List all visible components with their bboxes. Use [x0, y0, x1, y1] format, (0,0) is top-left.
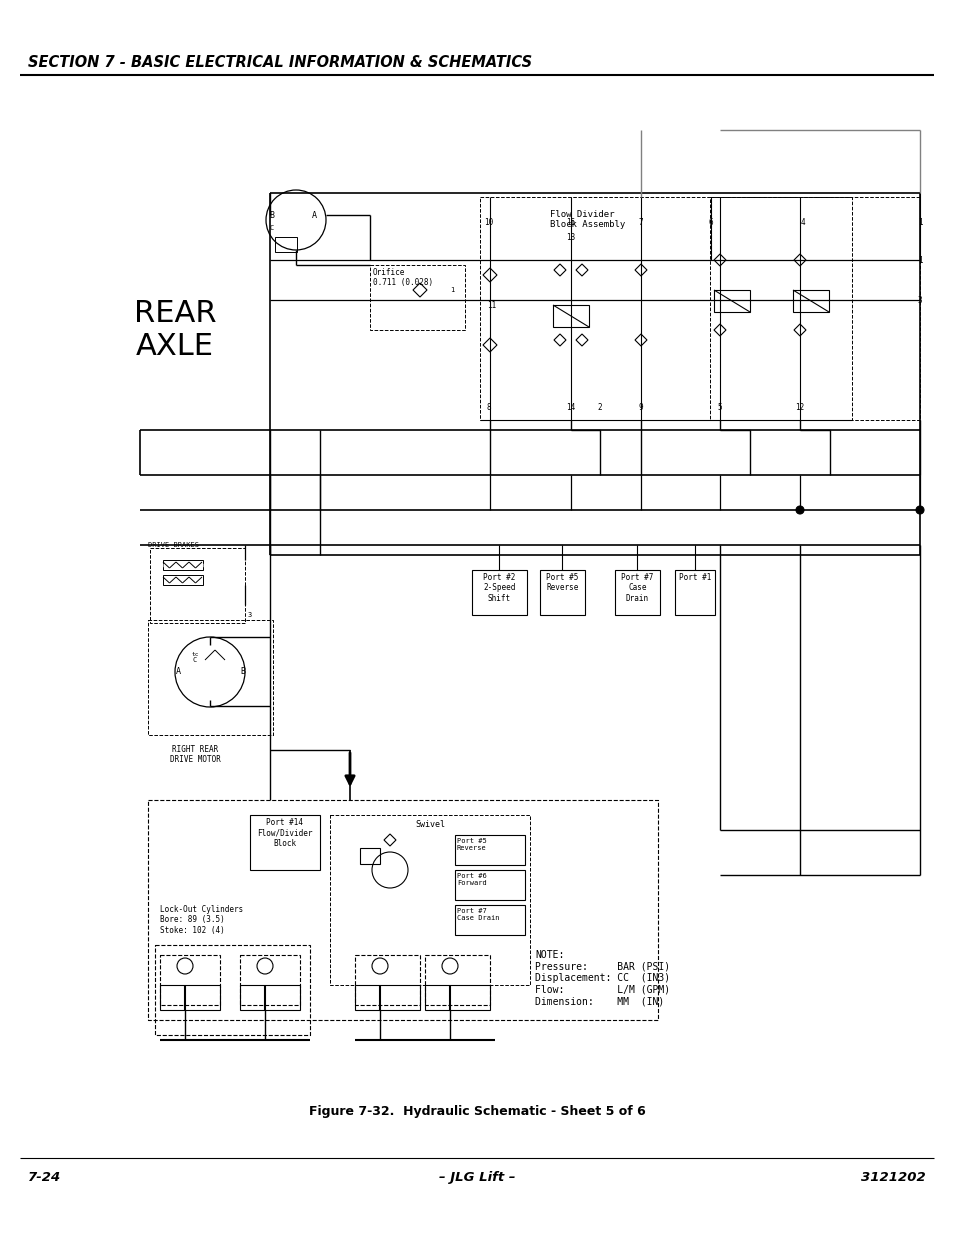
- Bar: [553, 305, 588, 327]
- Bar: [359, 848, 379, 864]
- Text: B: B: [269, 210, 274, 220]
- Polygon shape: [413, 283, 427, 296]
- Text: 1: 1: [917, 256, 922, 264]
- Bar: [792, 290, 828, 312]
- Text: DRIVE BRAKES: DRIVE BRAKES: [148, 542, 199, 548]
- Polygon shape: [713, 254, 725, 266]
- Text: Swivel: Swivel: [415, 820, 444, 829]
- Text: 8: 8: [486, 404, 491, 412]
- Bar: [479, 198, 851, 420]
- Polygon shape: [635, 264, 646, 275]
- Text: 14: 14: [566, 404, 575, 412]
- Circle shape: [372, 958, 388, 974]
- Text: tc: tc: [191, 652, 198, 657]
- Circle shape: [795, 506, 803, 514]
- Bar: [455, 869, 524, 900]
- Text: 3121202: 3121202: [861, 1172, 925, 1184]
- Text: 3: 3: [248, 613, 252, 618]
- Bar: [355, 986, 419, 1010]
- Text: 1: 1: [450, 287, 454, 293]
- Text: SECTION 7 - BASIC ELECTRICAL INFORMATION & SCHEMATICS: SECTION 7 - BASIC ELECTRICAL INFORMATION…: [28, 54, 532, 69]
- Bar: [539, 571, 584, 615]
- Text: C: C: [193, 657, 197, 663]
- Circle shape: [177, 958, 193, 974]
- Bar: [675, 571, 714, 615]
- Text: 7: 7: [638, 217, 642, 226]
- Text: Lock-Out Cylinders
Bore: 89 (3.5)
Stoke: 102 (4): Lock-Out Cylinders Bore: 89 (3.5) Stoke:…: [160, 905, 243, 935]
- Bar: [163, 559, 203, 571]
- Bar: [355, 955, 419, 1005]
- Text: 4: 4: [800, 217, 804, 226]
- Circle shape: [372, 852, 408, 888]
- Text: B: B: [240, 667, 245, 677]
- Polygon shape: [554, 333, 565, 346]
- Text: A: A: [175, 667, 180, 677]
- Text: REAR
AXLE: REAR AXLE: [133, 299, 216, 362]
- Bar: [160, 986, 220, 1010]
- Text: RIGHT REAR
DRIVE MOTOR: RIGHT REAR DRIVE MOTOR: [170, 745, 220, 764]
- Text: Port #14
Flow/Divider
Block: Port #14 Flow/Divider Block: [257, 818, 313, 847]
- Polygon shape: [713, 324, 725, 336]
- Text: Port #7
Case Drain: Port #7 Case Drain: [456, 908, 499, 921]
- Bar: [330, 815, 530, 986]
- Bar: [163, 576, 203, 585]
- Text: Port #5
Reverse: Port #5 Reverse: [456, 839, 486, 851]
- Bar: [148, 800, 658, 1020]
- Bar: [713, 290, 749, 312]
- Polygon shape: [576, 264, 587, 275]
- Polygon shape: [482, 338, 497, 352]
- Circle shape: [256, 958, 273, 974]
- Bar: [240, 986, 299, 1010]
- Bar: [240, 955, 299, 1005]
- Bar: [424, 955, 490, 1005]
- Text: 9: 9: [638, 404, 642, 412]
- Circle shape: [174, 637, 245, 706]
- Polygon shape: [793, 254, 805, 266]
- Bar: [250, 815, 319, 869]
- Text: 5: 5: [717, 404, 721, 412]
- Text: Port #5
Reverse: Port #5 Reverse: [546, 573, 578, 593]
- Text: Port #6
Forward: Port #6 Forward: [456, 873, 486, 885]
- Text: A: A: [312, 210, 316, 220]
- Text: Port #2
2-Speed
Shift: Port #2 2-Speed Shift: [483, 573, 516, 603]
- Bar: [148, 620, 273, 735]
- Bar: [160, 955, 220, 1005]
- Text: 2: 2: [598, 404, 601, 412]
- Text: Port #1: Port #1: [679, 573, 710, 582]
- Text: NOTE:
Pressure:     BAR (PSI)
Displacement: CC  (IN3)
Flow:         L/M (GPM)
Di: NOTE: Pressure: BAR (PSI) Displacement: …: [535, 950, 669, 1007]
- Polygon shape: [793, 324, 805, 336]
- Text: 6: 6: [708, 217, 713, 226]
- Text: Orifice
0.711 (0.028): Orifice 0.711 (0.028): [373, 268, 433, 288]
- Text: Figure 7-32.  Hydraulic Schematic - Sheet 5 of 6: Figure 7-32. Hydraulic Schematic - Sheet…: [309, 1105, 644, 1119]
- Text: – JLG Lift –: – JLG Lift –: [438, 1172, 515, 1184]
- Text: 12: 12: [795, 404, 803, 412]
- Circle shape: [441, 958, 457, 974]
- Bar: [370, 266, 464, 330]
- Text: 7-24: 7-24: [28, 1172, 61, 1184]
- Polygon shape: [576, 333, 587, 346]
- Polygon shape: [554, 264, 565, 275]
- Text: 3: 3: [917, 295, 922, 305]
- Bar: [615, 571, 659, 615]
- Circle shape: [915, 506, 923, 514]
- Circle shape: [266, 190, 326, 249]
- Bar: [455, 905, 524, 935]
- Bar: [709, 198, 919, 420]
- Text: 1: 1: [917, 217, 922, 226]
- Bar: [455, 835, 524, 864]
- Bar: [274, 237, 296, 252]
- Text: 13: 13: [566, 232, 575, 242]
- Bar: [472, 571, 526, 615]
- Text: C: C: [270, 225, 274, 231]
- Polygon shape: [384, 834, 395, 846]
- Polygon shape: [635, 333, 646, 346]
- Text: 15: 15: [566, 217, 575, 226]
- Bar: [424, 986, 490, 1010]
- Text: Port #7
Case
Drain: Port #7 Case Drain: [620, 573, 653, 603]
- Text: 10: 10: [484, 217, 493, 226]
- Text: 11: 11: [487, 300, 497, 310]
- Text: Flow Divider
Block Assembly: Flow Divider Block Assembly: [550, 210, 624, 230]
- Polygon shape: [482, 268, 497, 282]
- Bar: [154, 945, 310, 1035]
- Bar: [150, 548, 245, 622]
